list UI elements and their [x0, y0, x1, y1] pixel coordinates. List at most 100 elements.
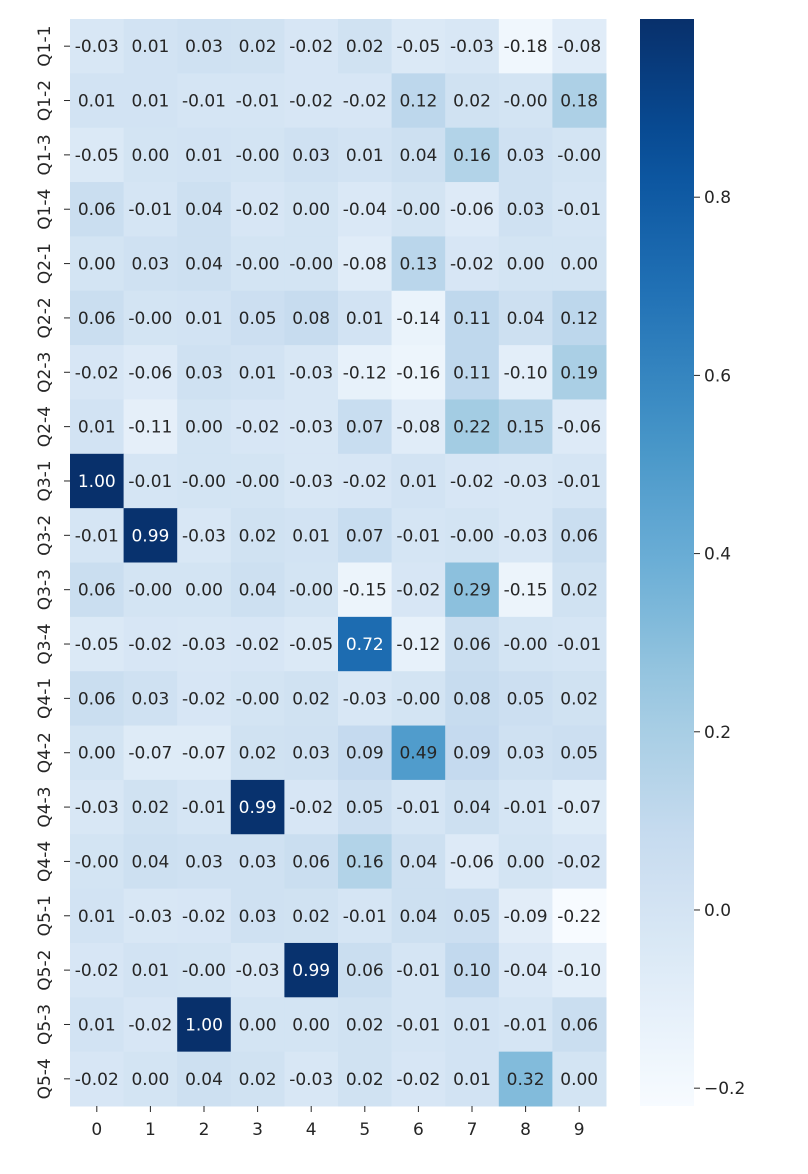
colorbar-tick-label: 0.2 [704, 723, 731, 743]
cell-label: 0.08 [292, 309, 330, 329]
cell-label: -0.05 [396, 37, 440, 57]
heatmap-cell [338, 345, 393, 400]
heatmap-cell [445, 725, 500, 781]
heatmap-cell [498, 236, 553, 292]
heatmap-cell [123, 290, 178, 346]
heatmap-cell [445, 942, 500, 998]
heatmap-cell [123, 616, 178, 672]
cell-label: 0.00 [507, 852, 545, 872]
heatmap-cell [70, 345, 125, 400]
cell-label: 0.02 [346, 1070, 384, 1090]
heatmap-cell [391, 290, 446, 346]
cell-label: -0.01 [75, 526, 119, 546]
heatmap-cell [498, 888, 553, 944]
cell-label: 0.02 [560, 689, 598, 709]
heatmap-cell [177, 236, 232, 292]
heatmap-cell [177, 127, 232, 183]
cell-label: -0.01 [343, 907, 387, 927]
cell-label: 0.03 [131, 689, 169, 709]
cell-label: 0.11 [453, 309, 491, 329]
heatmap-cell [230, 73, 285, 129]
heatmap-cell [391, 942, 446, 998]
y-tick-label: Q4-2 [35, 732, 55, 773]
heatmap-cell [498, 73, 553, 129]
heatmap-cell [498, 942, 553, 998]
cell-label: 0.18 [560, 92, 598, 112]
cell-label: 0.06 [78, 689, 116, 709]
heatmap-cell [552, 453, 607, 509]
cell-label: -0.00 [128, 309, 172, 329]
heatmap-cell [70, 127, 125, 183]
cell-label: 0.01 [453, 1015, 491, 1035]
cell-label: -0.16 [396, 363, 440, 383]
cell-label: 0.05 [560, 744, 598, 764]
heatmap-cell [338, 182, 393, 237]
cell-label: 0.00 [560, 1070, 598, 1090]
cell-label: 0.01 [131, 37, 169, 57]
cell-label: 0.72 [346, 635, 384, 655]
heatmap-cell [498, 1051, 553, 1107]
cell-label: 0.16 [453, 146, 491, 166]
heatmap-cell [70, 562, 125, 618]
heatmap-cell [177, 345, 232, 400]
heatmap-cell [123, 453, 178, 509]
cell-label: 0.03 [292, 744, 330, 764]
cell-label: -0.08 [343, 255, 387, 275]
cell-label: -0.02 [128, 1015, 172, 1035]
heatmap-cell [338, 19, 393, 74]
cell-label: 0.19 [560, 363, 598, 383]
cell-label: -0.03 [289, 363, 333, 383]
cell-label: 0.03 [507, 200, 545, 220]
x-tick-label: 1 [145, 1120, 156, 1140]
cell-label: 0.06 [346, 961, 384, 981]
heatmap-cell [391, 127, 446, 183]
heatmap-cell [177, 182, 232, 237]
cell-label: 0.03 [239, 907, 277, 927]
cell-label: -0.05 [289, 635, 333, 655]
cell-label: -0.02 [75, 1070, 119, 1090]
cell-label: -0.03 [504, 472, 548, 492]
heatmap-cell [70, 19, 125, 74]
cell-label: -0.02 [450, 472, 494, 492]
cell-label: -0.00 [504, 92, 548, 112]
cell-label: 0.04 [399, 146, 437, 166]
cell-label: -0.00 [236, 255, 280, 275]
heatmap-cell [177, 888, 232, 944]
heatmap-cell [230, 671, 285, 727]
heatmap-cell [230, 1051, 285, 1107]
cell-label: -0.07 [128, 744, 172, 764]
cell-label: -0.01 [396, 526, 440, 546]
cell-label: 0.10 [453, 961, 491, 981]
heatmap-cell [70, 997, 125, 1053]
cell-label: -0.22 [557, 907, 601, 927]
heatmap-cell [391, 834, 446, 890]
heatmap-cell [177, 616, 232, 672]
cell-label: -0.01 [504, 1015, 548, 1035]
heatmap-cell [230, 834, 285, 890]
heatmap-cell [284, 779, 339, 835]
cell-label: -0.18 [504, 37, 548, 57]
x-tick-label: 6 [413, 1120, 424, 1140]
heatmap-cell [123, 182, 178, 237]
heatmap-cell [391, 182, 446, 237]
heatmap-cell [284, 19, 339, 74]
cell-label: -0.07 [182, 744, 226, 764]
heatmap-cell [338, 127, 393, 183]
heatmap-cell [391, 671, 446, 727]
heatmap-cell [284, 888, 339, 944]
cell-label: 0.01 [78, 418, 116, 438]
heatmap-cell [284, 399, 339, 455]
cell-label: 0.06 [78, 581, 116, 601]
cell-label: 0.06 [78, 309, 116, 329]
heatmap-cell [552, 182, 607, 237]
colorbar-tick-label: 0.0 [704, 901, 731, 921]
heatmap-cell [552, 19, 607, 74]
cell-label: 0.05 [507, 689, 545, 709]
cell-label: -0.00 [236, 472, 280, 492]
cell-label: 0.01 [239, 363, 277, 383]
cell-label: -0.03 [182, 526, 226, 546]
heatmap-cell [552, 1051, 607, 1107]
heatmap-cell [552, 236, 607, 292]
cell-label: -0.00 [236, 689, 280, 709]
cell-label: -0.02 [128, 635, 172, 655]
